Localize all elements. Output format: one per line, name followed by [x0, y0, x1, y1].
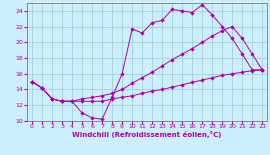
X-axis label: Windchill (Refroidissement éolien,°C): Windchill (Refroidissement éolien,°C): [72, 131, 222, 138]
